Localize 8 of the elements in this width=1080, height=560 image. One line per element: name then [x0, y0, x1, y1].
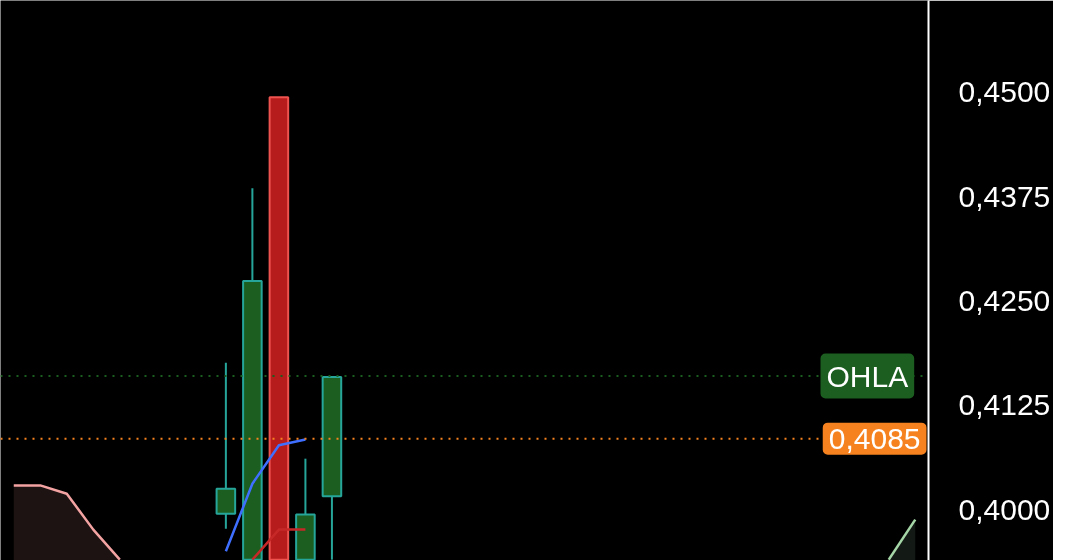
y-tick-label: 0,4000	[958, 492, 1051, 526]
y-tick-label: 0,4250	[958, 283, 1051, 317]
line-series	[224, 438, 307, 553]
y-tick-label: 0,4500	[958, 75, 1051, 109]
y-tick-label: 0,4375	[958, 179, 1051, 213]
ref-line-label: 0,4085	[828, 421, 921, 455]
y-tick-label: 0,4125	[958, 388, 1051, 422]
ref-line-label: OHLA	[826, 359, 909, 393]
